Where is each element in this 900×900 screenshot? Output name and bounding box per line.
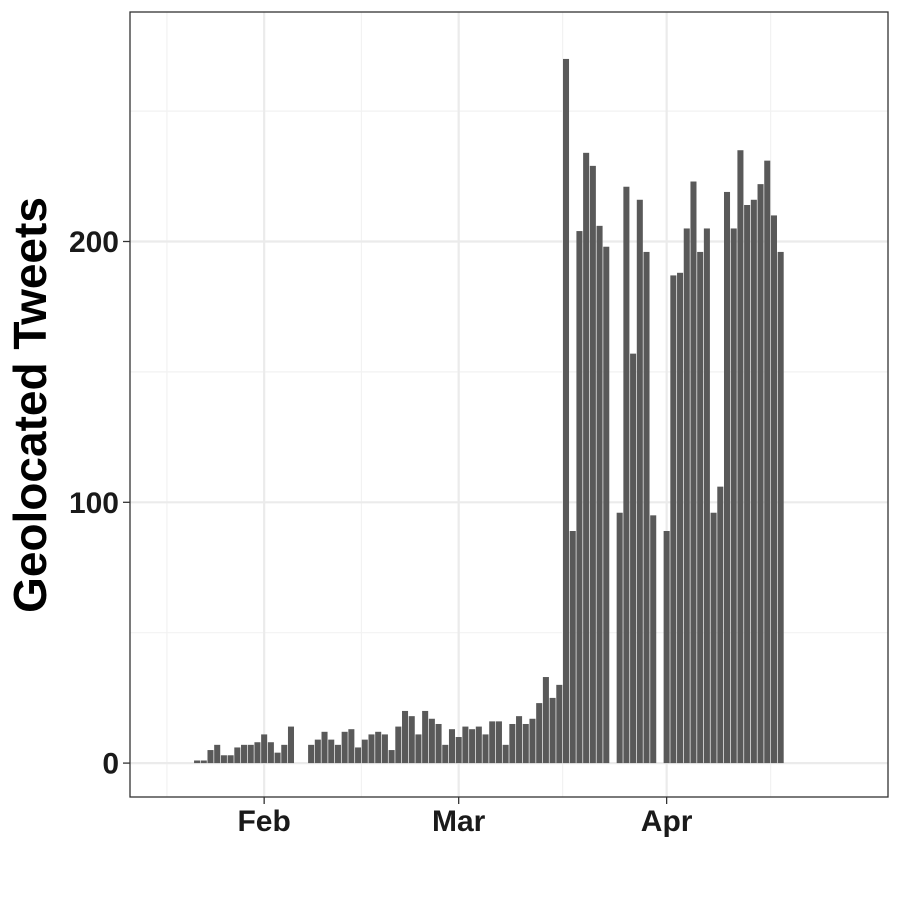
bar <box>723 191 731 764</box>
bar <box>556 684 563 764</box>
bar <box>770 215 777 764</box>
bar <box>267 742 274 764</box>
bar <box>616 512 623 764</box>
bar <box>650 515 657 764</box>
bar <box>482 734 489 764</box>
bar <box>643 251 650 764</box>
bar <box>442 744 449 764</box>
bar <box>710 512 717 764</box>
bar <box>281 744 288 764</box>
bar <box>737 150 744 764</box>
plot-border <box>129 11 889 798</box>
bar <box>583 152 590 764</box>
bar <box>234 747 241 764</box>
bar <box>428 718 435 764</box>
y-tick-label: 200 <box>69 226 119 259</box>
x-axis: Feb Mar Apr <box>237 797 693 838</box>
bar <box>194 760 201 764</box>
bar <box>750 199 757 764</box>
bar <box>348 729 355 764</box>
bar <box>549 697 556 764</box>
bar <box>214 744 221 764</box>
bar <box>435 723 442 764</box>
bar <box>509 723 516 764</box>
bar <box>415 734 422 764</box>
bar <box>636 199 643 764</box>
bar <box>502 744 509 764</box>
bar <box>274 752 281 764</box>
bar <box>596 225 603 764</box>
bar <box>408 716 415 764</box>
bar <box>200 760 207 764</box>
bar <box>254 742 261 764</box>
bar <box>220 755 227 764</box>
bar <box>402 710 409 764</box>
bar <box>777 251 784 764</box>
bar <box>341 731 348 764</box>
y-tick-label: 0 <box>102 748 119 781</box>
bar <box>697 251 704 764</box>
bar <box>623 186 630 764</box>
bar <box>388 750 395 764</box>
bar <box>261 734 268 764</box>
bars <box>194 58 784 764</box>
bar <box>422 710 429 764</box>
bar <box>314 739 321 764</box>
x-tick-label: Feb <box>237 805 290 838</box>
bar <box>603 246 610 764</box>
bar <box>522 723 529 764</box>
bar <box>683 228 690 764</box>
bar <box>321 731 328 764</box>
bar <box>448 729 455 764</box>
bar <box>381 734 388 764</box>
x-tick-label: Mar <box>432 805 486 838</box>
bar <box>361 739 368 764</box>
bar <box>469 729 476 764</box>
y-axis-title: Geolocated Tweets <box>4 197 56 613</box>
bar <box>375 731 382 764</box>
bar <box>475 726 482 764</box>
bar <box>334 744 341 764</box>
y-axis: 0 100 200 <box>69 226 130 781</box>
bar <box>703 228 710 764</box>
bar <box>569 530 576 764</box>
bar <box>489 721 496 764</box>
bar <box>247 744 254 764</box>
bar <box>730 228 737 764</box>
bar <box>536 703 543 764</box>
bar <box>455 737 462 764</box>
bar <box>589 165 596 764</box>
bar <box>663 530 670 764</box>
bar <box>516 716 523 764</box>
x-tick-label: Apr <box>641 805 693 838</box>
bar <box>395 726 402 764</box>
bar <box>207 750 214 764</box>
bar <box>355 747 362 764</box>
bar <box>670 275 677 764</box>
bar <box>308 744 315 764</box>
bar <box>328 739 335 764</box>
bar <box>630 353 637 764</box>
bar <box>744 204 751 764</box>
bar <box>368 734 375 764</box>
bar <box>287 726 295 764</box>
bar <box>677 272 684 764</box>
bar <box>542 677 549 764</box>
bar <box>563 58 570 764</box>
bar <box>227 755 234 764</box>
bar <box>757 184 764 764</box>
bar <box>241 744 248 764</box>
y-tick-label: 100 <box>69 487 119 520</box>
bar <box>717 486 724 764</box>
bar <box>495 721 502 764</box>
bar <box>462 726 469 764</box>
bar <box>690 181 697 764</box>
bar <box>576 231 583 764</box>
bar <box>529 718 536 764</box>
bar <box>764 160 771 764</box>
